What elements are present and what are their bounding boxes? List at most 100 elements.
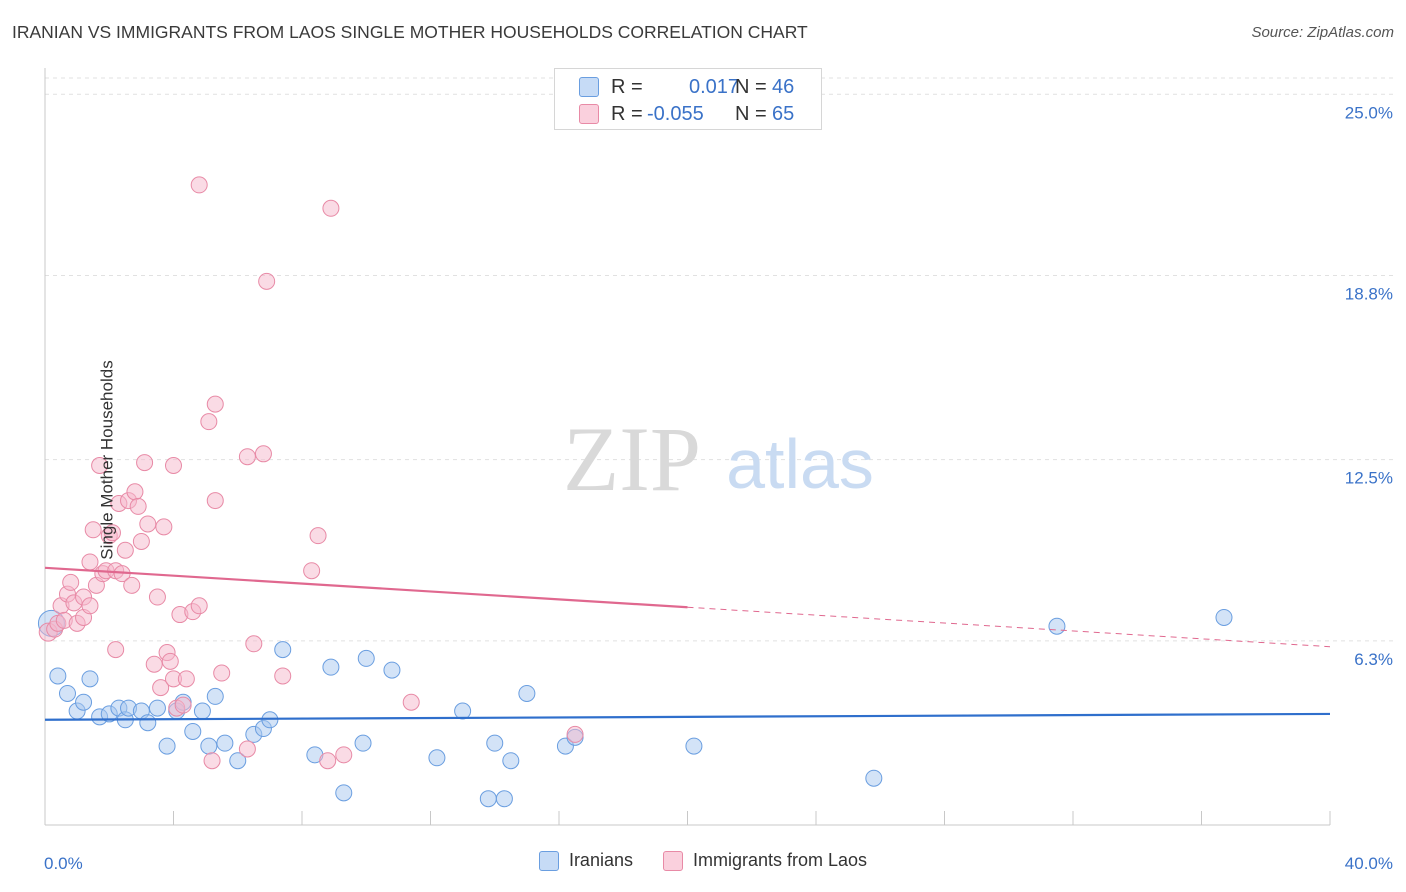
iranians-point [75, 693, 93, 711]
laos-point [81, 553, 99, 571]
stat-n-value: 46 [772, 75, 795, 98]
iranians-point [335, 784, 353, 802]
watermark: ZIP atlas [563, 408, 874, 510]
iranians-point [322, 658, 340, 676]
laos-point [103, 524, 121, 542]
source-label: Source: ZipAtlas.com [1251, 24, 1394, 41]
y-axis-label: Single Mother Households [97, 360, 117, 560]
y-tick-label: 6.3% [1354, 650, 1393, 669]
y-tick-label: 18.8% [1345, 285, 1393, 304]
legend-item-laos[interactable]: Immigrants from Laos [662, 850, 868, 871]
stat-r-value: 0.017 [689, 75, 740, 98]
iranians-point [148, 699, 166, 717]
iranians-point [354, 734, 372, 752]
stat-r-value: -0.055 [647, 102, 704, 125]
legend-label-iranians: Iranians [568, 850, 633, 870]
y-tick-label: 25.0% [1345, 103, 1393, 122]
grid-lines [45, 77, 1395, 642]
trend-line-laos-dashed [687, 606, 1331, 648]
laos-point [203, 752, 221, 770]
iranians-point [486, 734, 504, 752]
laos-point [335, 746, 353, 764]
iranians-point [206, 687, 224, 705]
laos-point [116, 541, 134, 559]
y-tick-label: 12.5% [1345, 469, 1393, 488]
laos-point [132, 532, 150, 550]
stats-legend: R = 0.017 N = 46 R = -0.055 N = 65 [554, 68, 822, 130]
iranians-point [200, 737, 218, 755]
iranians-point [184, 722, 202, 740]
laos-point [245, 635, 263, 653]
iranians-point [357, 649, 375, 667]
trend-line-laos [44, 566, 688, 609]
iranians-point [502, 752, 520, 770]
chart-title: IRANIAN VS IMMIGRANTS FROM LAOS SINGLE M… [12, 22, 808, 42]
iranians-point [495, 790, 513, 808]
laos-point [129, 497, 147, 515]
laos-point [258, 272, 276, 290]
iranians-point [216, 734, 234, 752]
iranians-point [229, 752, 247, 770]
stat-r-label: R = [611, 102, 643, 125]
stat-r-label: R = [611, 75, 643, 98]
iranians-point [685, 737, 703, 755]
iranians-point [193, 702, 211, 720]
laos-point [190, 597, 208, 615]
laos-point [91, 456, 109, 474]
legend-item-iranians[interactable]: Iranians [538, 850, 633, 871]
laos-point [303, 562, 321, 580]
watermark-zip: ZIP [563, 408, 701, 510]
laos-point [165, 456, 182, 474]
bottom-legend: Iranians Immigrants from Laos [0, 850, 1406, 871]
legend-label-laos: Immigrants from Laos [692, 850, 868, 870]
iranians-point [383, 661, 401, 679]
legend-swatch-laos [662, 850, 683, 871]
laos-point [238, 740, 256, 758]
laos-point [155, 518, 173, 536]
iranians-point [454, 702, 472, 720]
iranians-point [428, 749, 446, 767]
laos-point [238, 448, 256, 466]
laos-point [62, 573, 80, 591]
laos-point [206, 492, 224, 510]
laos-point [200, 413, 218, 431]
laos-point [84, 521, 102, 539]
iranians-point [49, 667, 67, 685]
laos-point [319, 752, 337, 770]
trend-line-iranians [44, 712, 1331, 721]
swatch-laos [579, 104, 599, 124]
laos-point [274, 667, 292, 685]
laos-point [123, 576, 141, 594]
iranians-point [479, 790, 497, 808]
laos-point [177, 670, 195, 688]
iranians-point [865, 769, 883, 787]
iranians-point [1048, 617, 1066, 635]
laos-point [126, 483, 144, 501]
laos-point [148, 588, 166, 606]
laos-point [107, 641, 125, 659]
iranians-point [518, 684, 536, 702]
iranians-point [58, 684, 76, 702]
laos-point [145, 655, 163, 673]
laos-point [213, 664, 231, 682]
stat-n-label: N = [735, 75, 767, 98]
iranians-point [81, 670, 99, 688]
x-tick-label-max: 40.0% [1345, 854, 1393, 873]
laos-point [81, 597, 99, 615]
laos-point [322, 199, 340, 217]
iranians-point [139, 714, 157, 732]
axes [44, 68, 1331, 826]
iranians-point [1215, 608, 1233, 626]
laos-point [161, 652, 179, 670]
laos-point [139, 515, 157, 533]
laos-point [136, 454, 154, 472]
x-tick-label-min: 0.0% [44, 854, 83, 873]
laos-point [402, 693, 420, 711]
iranians-point [158, 737, 176, 755]
legend-swatch-iranians [538, 850, 559, 871]
watermark-atlas: atlas [726, 425, 874, 503]
stat-n-label: N = [735, 102, 767, 125]
laos-point [566, 725, 584, 743]
laos-point [309, 527, 327, 545]
